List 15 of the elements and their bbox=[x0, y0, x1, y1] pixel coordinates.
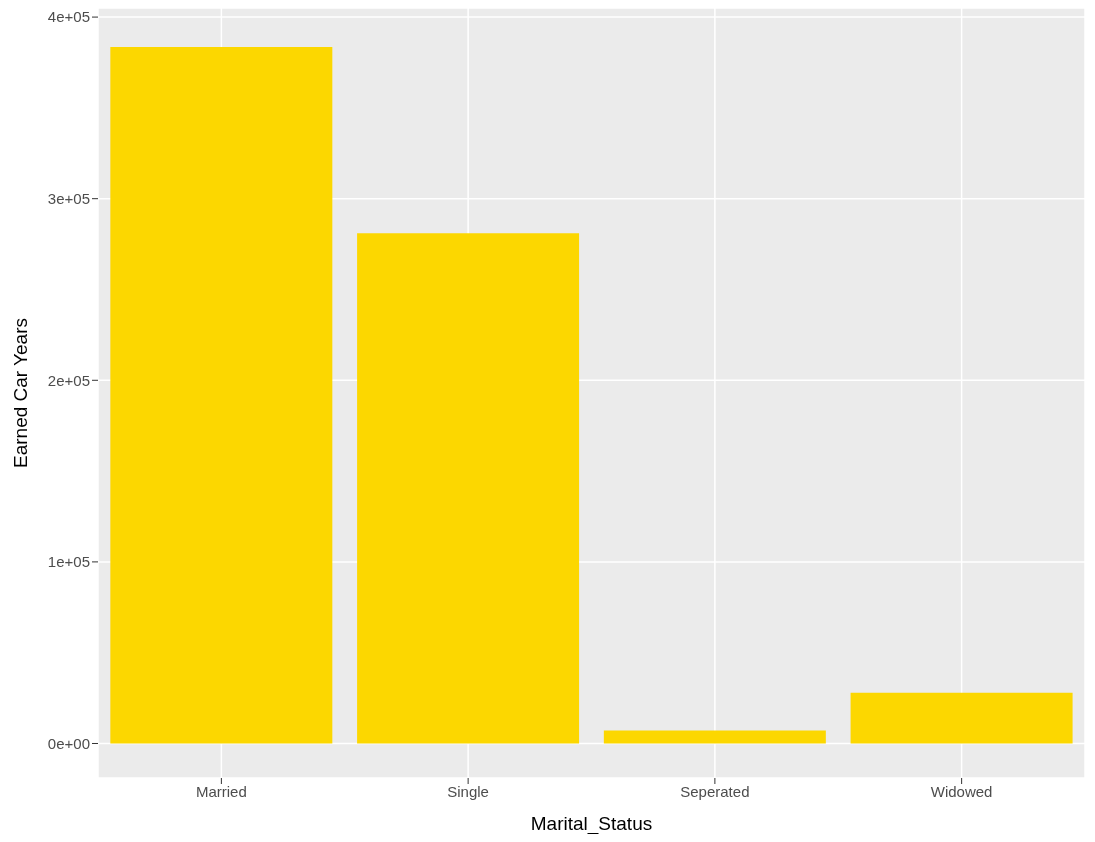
x-tick-label: Married bbox=[195, 782, 247, 800]
bar bbox=[357, 233, 580, 744]
y-tick-label: 3e+05 bbox=[47, 190, 90, 208]
y-tick-label: 4e+05 bbox=[47, 8, 90, 26]
x-tick-label: Widowed bbox=[930, 782, 993, 800]
y-tick-label: 0e+00 bbox=[47, 734, 90, 752]
x-tick-label: Single bbox=[447, 782, 489, 800]
bar bbox=[110, 47, 333, 744]
x-tick-label: Seperated bbox=[680, 782, 750, 800]
bar bbox=[603, 730, 826, 744]
y-tick-label: 2e+05 bbox=[47, 371, 90, 389]
x-axis-title: Marital_Status bbox=[530, 813, 653, 835]
y-tick-label: 1e+05 bbox=[47, 553, 90, 571]
y-axis-title: Earned Car Years bbox=[9, 318, 31, 468]
bar bbox=[850, 692, 1073, 744]
